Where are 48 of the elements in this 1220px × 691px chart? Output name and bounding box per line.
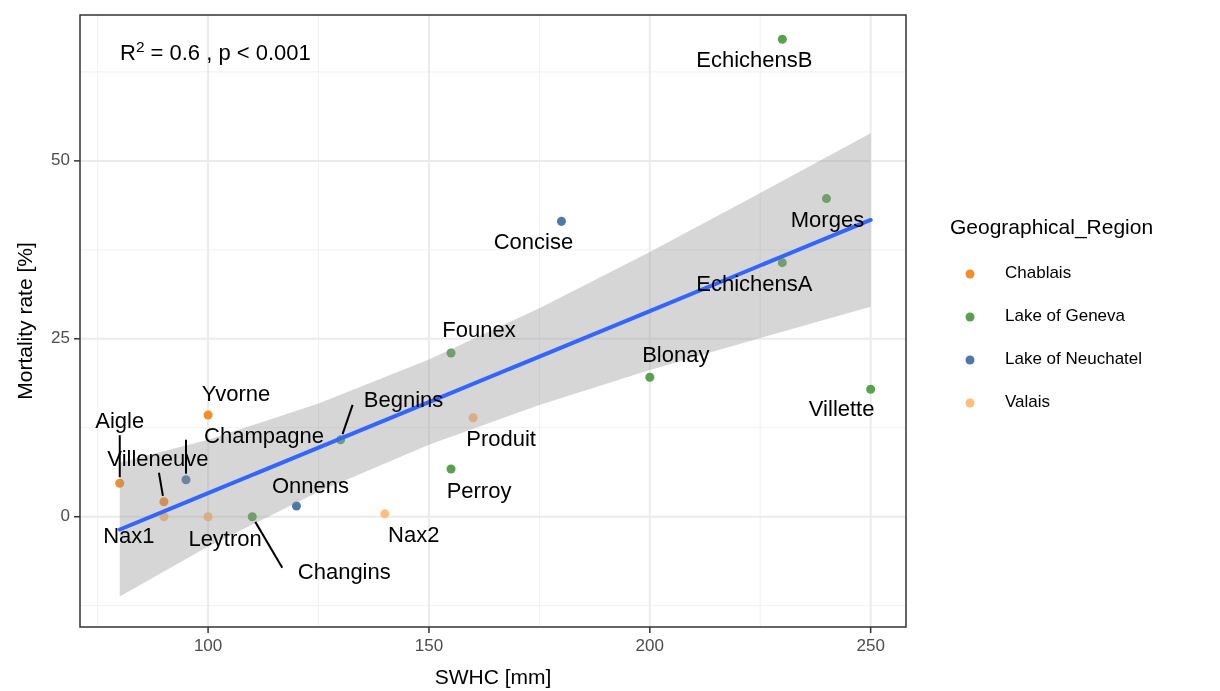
annotation: Villette bbox=[808, 396, 875, 422]
x-tick-label: 200 bbox=[635, 636, 664, 655]
annotation: Blonay bbox=[642, 342, 710, 368]
x-tick-label: 250 bbox=[856, 636, 885, 655]
annotation: R$^{2}$ = 0.6 , p < 0.001 bbox=[120, 37, 311, 65]
point bbox=[556, 216, 566, 226]
annotation: Aigle bbox=[95, 408, 145, 434]
point bbox=[247, 512, 257, 522]
legend-label: Chablais bbox=[1005, 263, 1072, 283]
point bbox=[866, 384, 876, 394]
point bbox=[203, 410, 213, 420]
y-tick-label: 25 bbox=[51, 328, 70, 348]
annotation: Produit bbox=[466, 425, 536, 451]
point bbox=[821, 194, 832, 204]
annotation: Changins bbox=[297, 558, 391, 584]
point bbox=[468, 413, 478, 423]
y-axis-title: Mortality rate [%] bbox=[13, 242, 36, 400]
point bbox=[446, 348, 456, 358]
point bbox=[159, 497, 169, 507]
annotation: Leytron bbox=[188, 525, 262, 551]
legend-label: Lake of Geneva bbox=[1005, 306, 1126, 326]
y-tick-label: 50 bbox=[51, 150, 70, 170]
annotation: Founex bbox=[442, 316, 516, 342]
annotation: Yvorne bbox=[201, 380, 271, 406]
point bbox=[777, 258, 787, 268]
legend-label: Lake of Neuchatel bbox=[1005, 349, 1143, 369]
annotation: Onnens bbox=[271, 472, 349, 498]
x-axis-title: SWHC [mm] bbox=[434, 665, 552, 688]
point bbox=[291, 501, 301, 511]
point bbox=[446, 464, 456, 474]
point bbox=[645, 372, 655, 382]
point bbox=[380, 509, 390, 519]
x-tick-label: 150 bbox=[414, 636, 444, 655]
annotation: Morges bbox=[790, 206, 865, 232]
legend-title: Geographical_Region bbox=[950, 214, 1154, 239]
annotation: Perroy bbox=[446, 477, 512, 503]
annotation: Concise bbox=[493, 229, 574, 255]
annotation: Champagne bbox=[204, 422, 324, 448]
annotation: Nax1 bbox=[103, 522, 155, 548]
point bbox=[115, 478, 125, 488]
point bbox=[181, 475, 191, 485]
point bbox=[777, 34, 787, 44]
legend-label: Valais bbox=[1005, 392, 1051, 412]
y-tick-label: 0 bbox=[60, 506, 70, 526]
annotation: EchichensB bbox=[696, 47, 813, 73]
annotation: Nax2 bbox=[388, 521, 440, 547]
point bbox=[203, 512, 213, 522]
x-tick-label: 100 bbox=[193, 636, 223, 655]
